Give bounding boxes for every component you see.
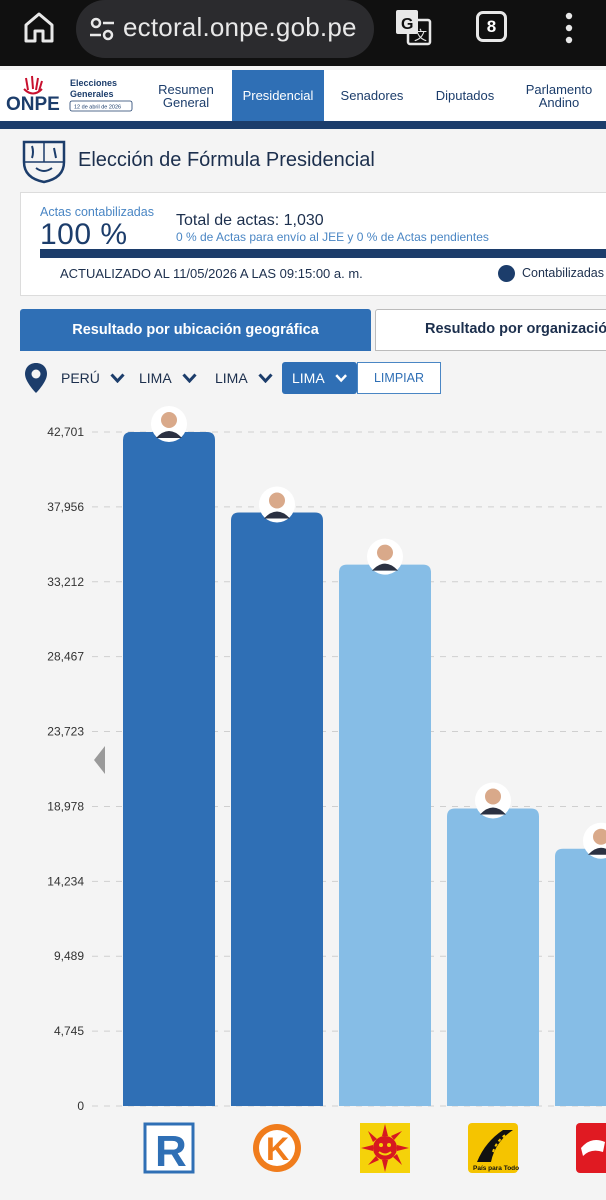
filter-label: LIMA <box>292 370 325 386</box>
page-title: Elección de Fórmula Presidencial <box>78 149 375 171</box>
filter-label: LIMA <box>215 370 248 386</box>
legend-dot <box>498 265 515 282</box>
svg-text:文: 文 <box>414 28 427 43</box>
candidate-avatar[interactable] <box>259 486 295 523</box>
filter-district[interactable]: LIMA <box>282 362 357 394</box>
progress-bar <box>40 249 606 258</box>
filter-label: PERÚ <box>61 370 100 386</box>
filter-department[interactable]: LIMA <box>139 362 197 394</box>
actas-label: Actas contabilizadas <box>40 205 154 219</box>
svg-text:ONPE: ONPE <box>6 94 60 115</box>
actas-percentage: 100 % <box>40 218 128 251</box>
party-logo-pais-para-todos-icon: País para Todos <box>468 1123 519 1173</box>
nav-label: Andino <box>538 94 580 110</box>
logo-subtitle-2: Generales <box>70 89 114 99</box>
candidate-avatar[interactable] <box>475 782 511 819</box>
filter-country[interactable]: PERÚ <box>61 362 125 394</box>
url-text[interactable]: ectoral.onpe.gob.pe <box>123 12 357 42</box>
actas-subtitle: 0 % de Actas para envío al JEE y 0 % de … <box>176 230 489 244</box>
chevron-down-icon <box>258 373 273 383</box>
party-logo-fifth-icon <box>576 1123 606 1173</box>
filter-province[interactable]: LIMA <box>215 362 273 394</box>
svg-text:R: R <box>155 1127 187 1174</box>
y-tick-label: 0 <box>77 1099 84 1113</box>
y-tick-label: 28,467 <box>47 650 84 664</box>
y-tick-label: 18,978 <box>47 799 84 813</box>
svg-text:País para Todos: País para Todos <box>473 1165 519 1172</box>
legend-label: Contabilizadas <box>522 266 604 280</box>
bar[interactable] <box>555 848 606 1106</box>
party-logo-apra-sun-icon <box>360 1123 410 1173</box>
nav-resumen-general[interactable]: Resumen General <box>148 70 224 121</box>
results-bar-chart: 0 4,745 9,489 14,234 18,978 23,723 28,467 33,21… <box>47 406 606 1113</box>
filter-label: LIMA <box>139 370 172 386</box>
y-tick-label: 14,234 <box>47 874 84 888</box>
nav-label: Diputados <box>435 88 495 103</box>
y-tick-label: 37,956 <box>47 500 84 514</box>
nav-label: Presidencial <box>242 88 314 103</box>
bar[interactable] <box>123 432 215 1106</box>
header-divider <box>0 121 606 129</box>
bar[interactable] <box>339 564 431 1106</box>
svg-text:G: G <box>401 16 413 33</box>
y-tick-label: 33,212 <box>47 575 84 589</box>
nav-senadores[interactable]: Senadores <box>330 70 414 121</box>
updated-timestamp: ACTUALIZADO AL 11/05/2026 A LAS 09:15:00… <box>60 266 363 281</box>
logo-subtitle-1: Elecciones <box>70 78 117 88</box>
summary-card <box>20 192 606 296</box>
nav-label: Parlamento <box>525 81 593 97</box>
y-tick-label: 9,489 <box>54 949 84 963</box>
candidate-avatar[interactable] <box>151 406 187 442</box>
onpe-logo[interactable]: ONPE Elecciones Generales 12 de abril de… <box>4 72 150 118</box>
scroll-left-arrow-icon[interactable] <box>94 746 106 774</box>
nav-presidencial[interactable]: Presidencial <box>232 70 324 121</box>
y-tick-label: 23,723 <box>47 725 84 739</box>
chevron-down-icon <box>182 373 197 383</box>
party-logo-renovacion-popular-icon: R <box>143 1122 195 1174</box>
address-bar[interactable]: ectoral.onpe.gob.pe <box>76 0 374 58</box>
bar[interactable] <box>447 808 539 1106</box>
translate-icon[interactable]: G 文 <box>394 8 432 46</box>
home-icon[interactable] <box>22 10 56 44</box>
svg-text:12 de abril de 2026: 12 de abril de 2026 <box>74 105 121 111</box>
location-pin-icon <box>25 363 47 393</box>
coat-of-arms-icon <box>22 140 66 184</box>
tab-switcher-button[interactable]: 8 <box>476 11 507 42</box>
chevron-down-icon <box>335 374 347 383</box>
clear-filters-button[interactable]: LIMPIAR <box>357 362 441 394</box>
nav-label: Senadores <box>340 88 404 103</box>
y-tick-label: 4,745 <box>54 1024 84 1038</box>
svg-text:K: K <box>266 1131 289 1167</box>
tab-geographic[interactable]: Resultado por ubicación geográfica <box>20 309 371 351</box>
site-settings-icon[interactable] <box>88 15 116 43</box>
chevron-down-icon <box>110 373 125 383</box>
total-actas: Total de actas: 1,030 <box>176 212 324 229</box>
tab-organization[interactable]: Resultado por organización <box>375 309 606 351</box>
nav-parlamento-andino[interactable]: Parlamento Andino <box>516 70 602 121</box>
candidate-avatar[interactable] <box>583 822 606 859</box>
nav-label: General <box>162 94 210 110</box>
y-tick-label: 42,701 <box>47 425 84 439</box>
candidate-avatar[interactable] <box>367 538 403 575</box>
more-menu-icon[interactable] <box>560 10 578 46</box>
nav-diputados[interactable]: Diputados <box>422 70 508 121</box>
bar[interactable] <box>231 512 323 1106</box>
party-logo-fuerza-popular-icon: K <box>253 1124 301 1172</box>
nav-label: Resumen <box>158 81 214 97</box>
